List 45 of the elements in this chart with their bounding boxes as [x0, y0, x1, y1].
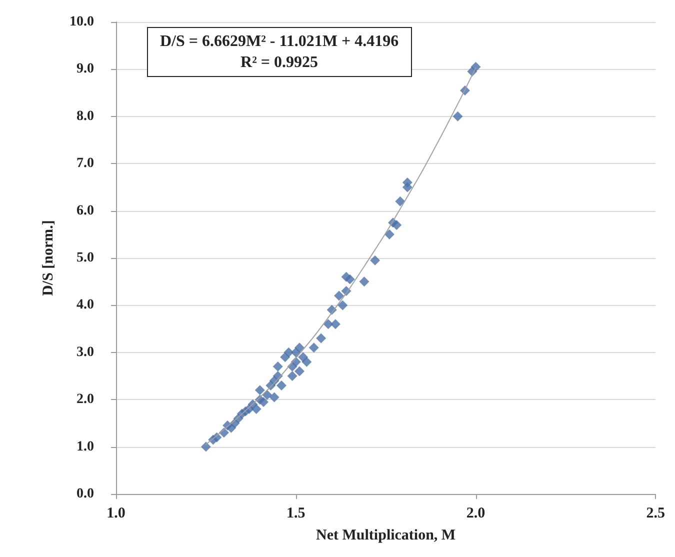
point	[338, 300, 348, 310]
point	[384, 229, 394, 240]
point	[294, 366, 304, 376]
point	[470, 62, 481, 72]
point	[334, 290, 344, 301]
point	[251, 404, 262, 414]
point	[200, 442, 211, 452]
y-tick-label: 7.0	[76, 156, 94, 172]
y-tick-label: 2.0	[76, 392, 94, 408]
y-tick-label: 10.0	[70, 14, 94, 30]
x-tick-label: 1.0	[106, 506, 126, 522]
point	[276, 380, 286, 390]
point	[269, 392, 280, 402]
y-tick-label: 5.0	[76, 250, 94, 266]
annotation: D/S = 6.6629M² - 11.021M + 4.4196	[160, 32, 399, 52]
y-tick-label: 0.0	[76, 486, 94, 502]
point	[370, 255, 380, 266]
x-tick-label: 2.5	[646, 506, 665, 522]
point	[395, 196, 406, 206]
point	[302, 356, 312, 367]
y-tick-label: 4.0	[76, 298, 94, 313]
point	[330, 319, 340, 330]
x-axis-title: Net Multiplication, M	[316, 528, 456, 544]
y-tick-label: 6.0	[76, 203, 94, 218]
annotation: R² = 0.9925	[240, 53, 320, 73]
x-tick-label: 1.5	[286, 506, 306, 522]
x-tick-label: 2.0	[466, 506, 486, 522]
y-tick-label: 9.0	[76, 62, 94, 77]
point	[402, 177, 412, 188]
point	[392, 220, 402, 230]
point	[287, 371, 298, 381]
y-axis-title: D/S [norm.]	[40, 220, 56, 296]
point	[272, 362, 283, 372]
point	[452, 111, 463, 122]
point	[344, 274, 355, 284]
y-tick-label: 8.0	[76, 108, 94, 124]
point	[308, 342, 319, 353]
point	[284, 347, 294, 358]
point	[294, 342, 304, 353]
point	[316, 333, 326, 344]
point	[258, 396, 268, 407]
y-tick-label: 1.0	[76, 439, 94, 454]
point	[254, 385, 265, 396]
point	[359, 276, 370, 287]
y-tick-label: 3.0	[76, 344, 94, 360]
